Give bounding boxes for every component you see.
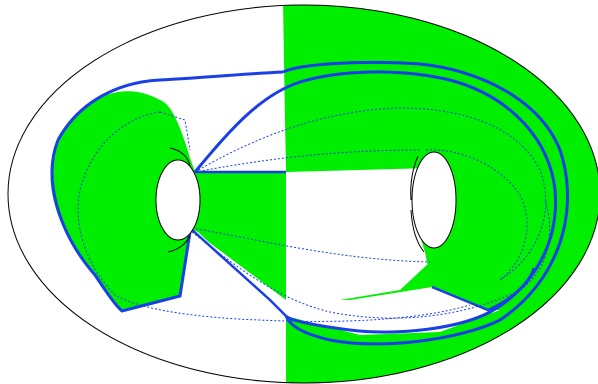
inner-blue-loop	[193, 70, 558, 334]
left-hole	[155, 147, 201, 253]
right-hole	[410, 151, 457, 253]
outer-surface-outline	[7, 4, 598, 384]
left-wedge	[190, 172, 286, 300]
outer-blue-loop	[282, 60, 569, 346]
wedge-bottom-edge	[189, 227, 287, 317]
right-blue-boundary	[431, 267, 536, 312]
right-inner-white	[286, 168, 453, 300]
lower-white	[190, 228, 500, 335]
upper-blue-curve	[56, 70, 284, 141]
left-green-band	[50, 91, 198, 311]
left-blue-boundary	[50, 139, 192, 313]
dotted-curves	[77, 107, 551, 322]
